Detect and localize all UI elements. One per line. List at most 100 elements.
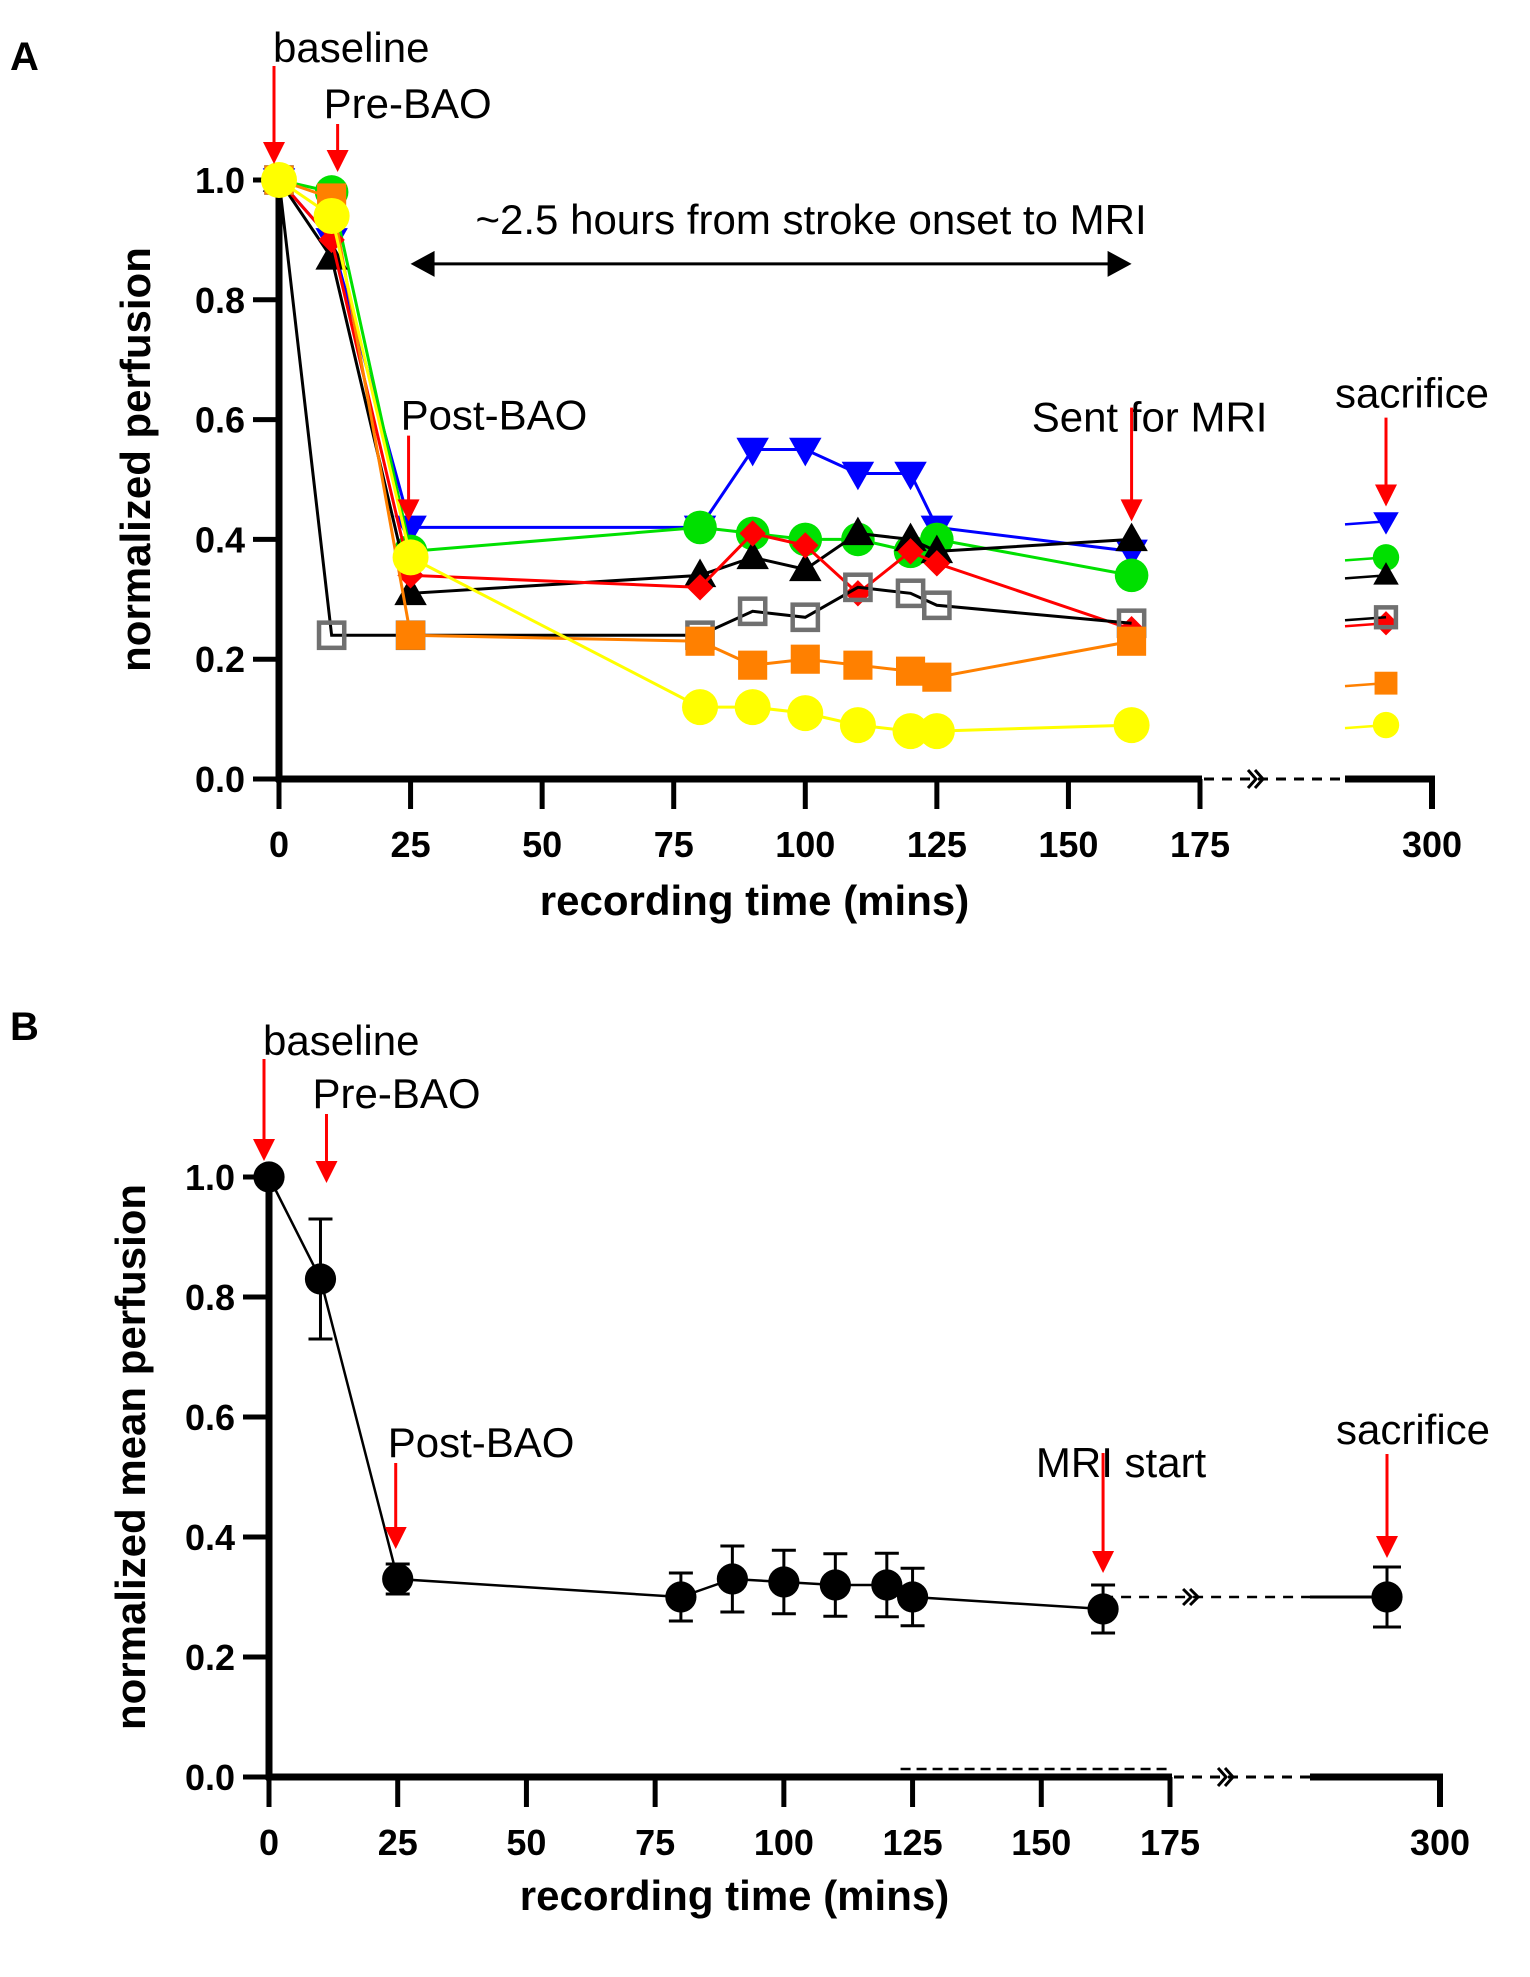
data-point: [894, 522, 927, 552]
y-tick-label: 0.6: [195, 400, 245, 441]
data-point: [923, 550, 951, 577]
data-point: [396, 620, 426, 650]
y-axis-title: normalized perfusion: [112, 247, 159, 672]
data-point: [738, 650, 768, 680]
break-chevron-icon: [1182, 1587, 1201, 1607]
panel-letter-a: A: [10, 35, 39, 79]
sacrifice-point: [1374, 671, 1398, 695]
panel-b: 0 25 50 75 100 125 150 175 300 0.0 0.2 0.4 0.6 0.8 1.0…: [107, 1017, 1490, 1919]
data-point: [897, 538, 924, 565]
annotation-arrow-icon-head: [397, 499, 420, 522]
x-axis-title: recording time (mins): [540, 877, 969, 924]
data-point: [683, 510, 717, 545]
sacrifice-stub-line: [1344, 616, 1387, 622]
x-tick-label-300: 300: [1410, 1822, 1470, 1863]
annotation-pre-bao: Pre-BAO: [324, 80, 492, 127]
data-point: [261, 162, 297, 198]
y-axis-title: normalized mean perfusion: [107, 1184, 154, 1730]
annotation-arrow-icon-head: [384, 1527, 407, 1549]
x-tick-label: 75: [654, 824, 694, 865]
arrow-right-icon: [1107, 250, 1132, 277]
annotation-arrow-icon-head: [1120, 499, 1143, 522]
data-point: [894, 461, 927, 491]
x-tick-label: 75: [635, 1822, 675, 1863]
data-point: [871, 1569, 903, 1601]
x-tick-label: 125: [907, 824, 967, 865]
data-point: [789, 437, 822, 467]
panel-letter-b: B: [10, 1005, 39, 1049]
axis-break-chevron-icon: [1246, 769, 1266, 789]
data-point: [716, 1563, 748, 1595]
annotation-post-bao: Post-BAO: [388, 1419, 575, 1466]
annotation-arrow-icon-head: [315, 1161, 338, 1183]
x-tick-label: 175: [1170, 824, 1230, 865]
annotation-arrow-icon-head: [1375, 484, 1397, 507]
x-axis-title: recording time (mins): [520, 1872, 949, 1919]
data-point: [736, 540, 769, 570]
data-point: [1115, 522, 1148, 552]
data-point: [920, 534, 954, 564]
x-tick-label: 175: [1140, 1822, 1200, 1863]
y-tick-label: 0.8: [185, 1277, 235, 1318]
data-point: [922, 662, 952, 692]
data-point: [304, 1263, 337, 1295]
data-point: [792, 532, 819, 559]
data-point: [841, 516, 875, 546]
data-point: [922, 590, 952, 621]
data-point: [790, 644, 820, 674]
x-tick-label-300: 300: [1402, 824, 1462, 865]
annotation-baseline: baseline: [263, 1017, 419, 1064]
data-point: [315, 241, 348, 270]
y-tick-label: 0.0: [195, 759, 245, 800]
x-tick-label: 150: [1011, 1822, 1071, 1863]
y-tick-label: 1.0: [185, 1157, 235, 1198]
x-tick-label: 100: [754, 1822, 814, 1863]
sacrifice-point: [1373, 562, 1399, 585]
data-point: [665, 1581, 697, 1613]
x-tick-label: 100: [775, 824, 835, 865]
duration-annotation: ~2.5 hours from stroke onset to MRI: [476, 196, 1147, 243]
y-tick-label: 1.0: [195, 160, 245, 201]
x-tick-label: 150: [1038, 824, 1098, 865]
data-point: [790, 602, 821, 633]
sacrifice-point: [1373, 611, 1399, 636]
y-tick-label: 0.4: [185, 1517, 235, 1558]
data-point: [819, 1569, 851, 1601]
data-point: [737, 596, 768, 627]
annotation-sacrifice: sacrifice: [1336, 1406, 1490, 1453]
data-point: [892, 713, 929, 750]
annotation-arrow-icon-head: [326, 150, 349, 172]
data-point: [787, 695, 824, 732]
data-point: [734, 689, 771, 726]
x-tick-label: 0: [269, 824, 289, 865]
annotation-arrow-icon-head: [1376, 1536, 1398, 1558]
panel-a: 0 25 50 75 100 125 150 175 300 0.0 0.2 0.4 0.6 0.8 1.0…: [112, 24, 1489, 924]
annotation-pre-bao: Pre-BAO: [312, 1070, 480, 1117]
data-point: [768, 1566, 800, 1598]
data-point: [1087, 1593, 1119, 1625]
x-tick-label: 50: [506, 1822, 546, 1863]
annotation-arrow-icon-head: [253, 1139, 275, 1161]
data-point: [789, 552, 822, 582]
data-point: [1114, 558, 1149, 593]
annotation-sacrifice: sacrifice: [1335, 370, 1489, 417]
annotation-arrow-icon-head: [1092, 1551, 1115, 1573]
data-point: [392, 539, 429, 576]
x-tick-label: 0: [259, 1822, 279, 1863]
data-point: [253, 1161, 285, 1193]
data-point: [736, 437, 769, 467]
data-point: [844, 580, 872, 607]
data-point: [682, 689, 719, 726]
y-tick-label: 0.2: [185, 1637, 235, 1678]
data-point: [739, 520, 766, 547]
series-line-animal-red: [277, 179, 1133, 631]
sacrifice-point: [1372, 544, 1400, 571]
data-point: [1113, 707, 1150, 744]
data-point: [843, 650, 873, 680]
data-point: [685, 626, 715, 656]
annotation-arrow-icon-head: [263, 142, 285, 164]
arrow-left-icon: [410, 250, 435, 277]
y-tick-label: 0.6: [185, 1397, 235, 1438]
data-point: [843, 572, 873, 603]
data-point: [313, 197, 350, 234]
